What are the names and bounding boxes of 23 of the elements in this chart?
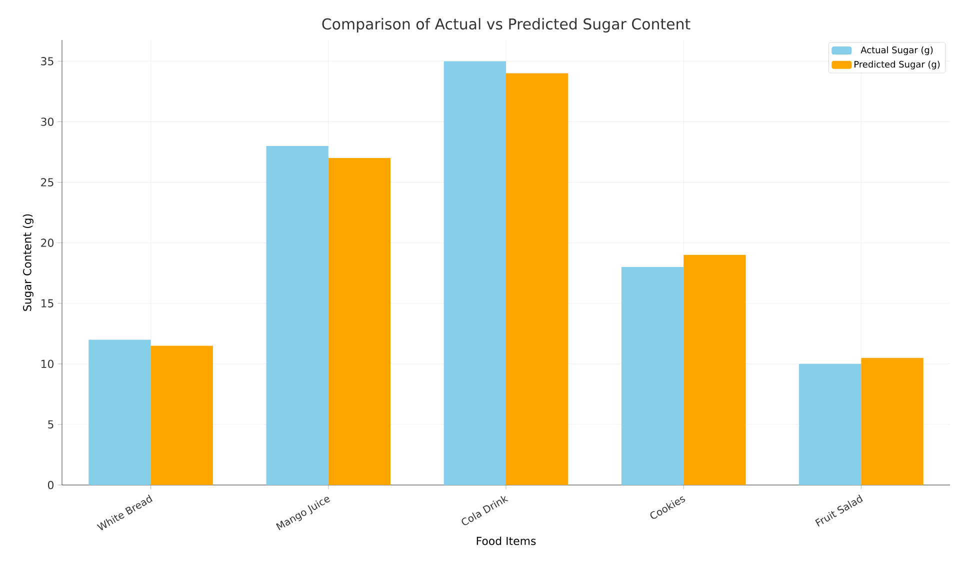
y-axis-title: Sugar Content (g): [22, 214, 34, 311]
y-tick-label: 25: [41, 178, 54, 186]
x-axis-title: Food Items: [476, 536, 536, 546]
y-tick-label: 0: [48, 480, 54, 490]
legend-label: Predicted Sugar (g): [854, 60, 940, 70]
bar: [444, 61, 506, 485]
chart-title: Comparison of Actual vs Predicted Sugar Content: [322, 18, 690, 32]
y-tick-label: 5: [48, 420, 54, 429]
y-tick-label: 20: [41, 238, 54, 247]
bar: [266, 146, 328, 485]
y-tick-label: 10: [41, 360, 54, 368]
bar: [684, 254, 746, 485]
bar: [621, 267, 684, 485]
bar: [150, 346, 213, 485]
legend-label: Actual Sugar (g): [860, 46, 933, 56]
y-tick-label: 30: [41, 118, 54, 126]
bar: [861, 358, 924, 485]
y-tick-label: 15: [41, 299, 54, 308]
bar: [799, 364, 862, 485]
bar: [506, 73, 568, 485]
bar: [88, 340, 151, 485]
bar: [328, 158, 391, 485]
y-tick-label: 35: [41, 57, 54, 66]
